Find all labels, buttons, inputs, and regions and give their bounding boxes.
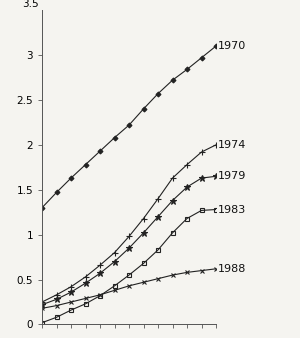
Text: 1970: 1970 [218,41,246,51]
Text: 1988: 1988 [218,264,246,274]
Text: 1979: 1979 [218,171,246,181]
Text: 1974: 1974 [218,140,246,150]
Text: 3.5: 3.5 [22,0,38,8]
Text: 1983: 1983 [218,204,246,215]
